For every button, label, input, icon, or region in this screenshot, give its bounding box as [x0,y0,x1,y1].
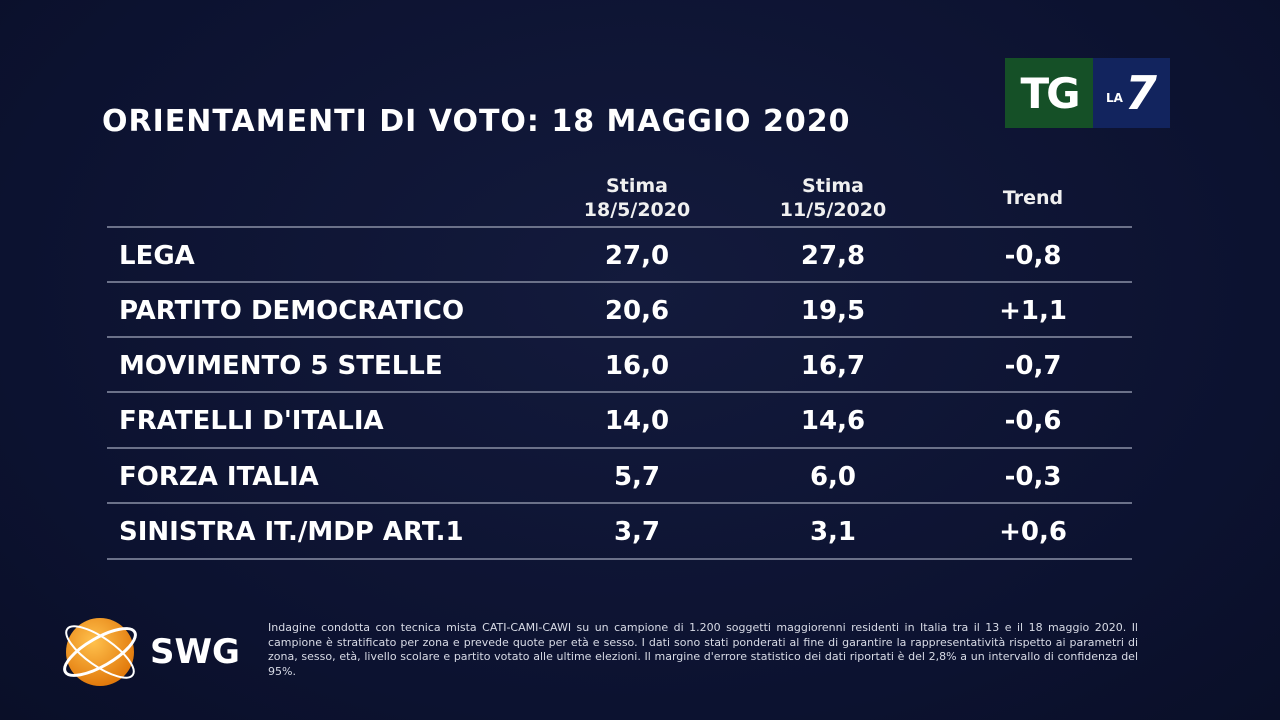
value-current: 14,0 [604,406,670,436]
value-current: 16,0 [604,351,670,381]
value-trend: -0,3 [1004,462,1062,492]
value-current: 27,0 [604,241,670,271]
party-label: SINISTRA IT./MDP ART.1 [119,517,464,547]
table-row: LEGA 27,0 27,8 -0,8 [0,227,1280,282]
table-row: FRATELLI D'ITALIA 14,0 14,6 -0,6 [0,392,1280,447]
header-line1: Stima [606,175,668,197]
row-divider [107,558,1132,560]
logo-tg: TG [1005,58,1093,128]
header-line1: Stima [802,175,864,197]
header-line2: 18/5/2020 [583,199,691,221]
row-divider [107,447,1132,449]
value-trend: -0,8 [1004,241,1062,271]
logo-seven: 7 [1124,66,1157,120]
table-row: SINISTRA IT./MDP ART.1 3,7 3,1 +0,6 [0,503,1280,558]
value-previous: 27,8 [800,241,866,271]
row-divider [107,226,1132,228]
party-label: MOVIMENTO 5 STELLE [119,351,443,381]
party-label: FORZA ITALIA [119,462,319,492]
value-trend: +1,1 [999,296,1067,326]
page-title: ORIENTAMENTI DI VOTO: 18 MAGGIO 2020 [102,104,851,139]
value-previous: 19,5 [800,296,866,326]
value-trend: -0,7 [1004,351,1062,381]
value-previous: 16,7 [800,351,866,381]
value-current: 20,6 [604,296,670,326]
logo-la: LA [1106,91,1123,105]
row-divider [107,502,1132,504]
row-divider [107,336,1132,338]
logo-la7: LA 7 [1093,58,1170,128]
header-line1: Trend [1002,187,1064,209]
value-current: 3,7 [613,517,661,547]
row-divider [107,281,1132,283]
header-line2: 11/5/2020 [779,199,887,221]
column-header-previous: Stima 11/5/2020 [733,174,933,222]
value-previous: 14,6 [800,406,866,436]
methodology-note: Indagine condotta con tecnica mista CATI… [268,621,1138,678]
value-trend: -0,6 [1004,406,1062,436]
table-row: FORZA ITALIA 5,7 6,0 -0,3 [0,448,1280,503]
party-label: PARTITO DEMOCRATICO [119,296,465,326]
globe-icon [63,618,137,686]
column-header-trend: Trend [933,186,1133,210]
value-previous: 3,1 [809,517,857,547]
table-row: MOVIMENTO 5 STELLE 16,0 16,7 -0,7 [0,337,1280,392]
party-label: LEGA [119,241,195,271]
value-trend: +0,6 [999,517,1067,547]
swg-logo: SWG [58,612,258,692]
swg-brand: SWG [150,632,240,672]
row-divider [107,391,1132,393]
tgla7-logo: TG LA 7 [1005,58,1170,128]
value-current: 5,7 [613,462,661,492]
value-previous: 6,0 [809,462,857,492]
table-row: PARTITO DEMOCRATICO 20,6 19,5 +1,1 [0,282,1280,337]
column-header-current: Stima 18/5/2020 [537,174,737,222]
party-label: FRATELLI D'ITALIA [119,406,384,436]
